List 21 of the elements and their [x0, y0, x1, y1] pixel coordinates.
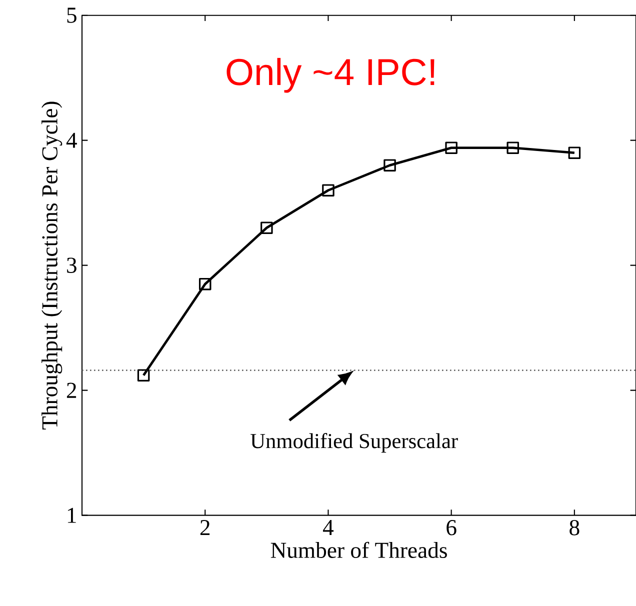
point	[198, 278, 212, 290]
x-tick-label: 4	[322, 520, 334, 535]
y-tick-label: 2	[66, 382, 76, 398]
x-tick-label: 8	[570, 520, 580, 536]
point	[506, 142, 520, 154]
point	[322, 184, 334, 196]
y-tick-label: 4	[66, 132, 77, 148]
point	[384, 159, 396, 172]
x-tick-label: 2	[200, 520, 210, 536]
y-tick-label: 1	[68, 508, 76, 523]
point	[445, 142, 458, 154]
y-tick-label: 5	[67, 8, 76, 23]
annotation: Only ~4 IPC!	[226, 58, 434, 93]
x-axis-title: Number of Threads	[270, 542, 447, 558]
point	[137, 369, 150, 382]
annotation: Unmodified Superscalar	[250, 433, 458, 453]
point	[260, 222, 273, 234]
point	[568, 146, 581, 159]
y-tick-label: 3	[67, 258, 76, 273]
x-tick-label: 6	[446, 520, 456, 536]
y-axis-title: Throughput (Instructions Per Cycle)	[42, 102, 62, 430]
